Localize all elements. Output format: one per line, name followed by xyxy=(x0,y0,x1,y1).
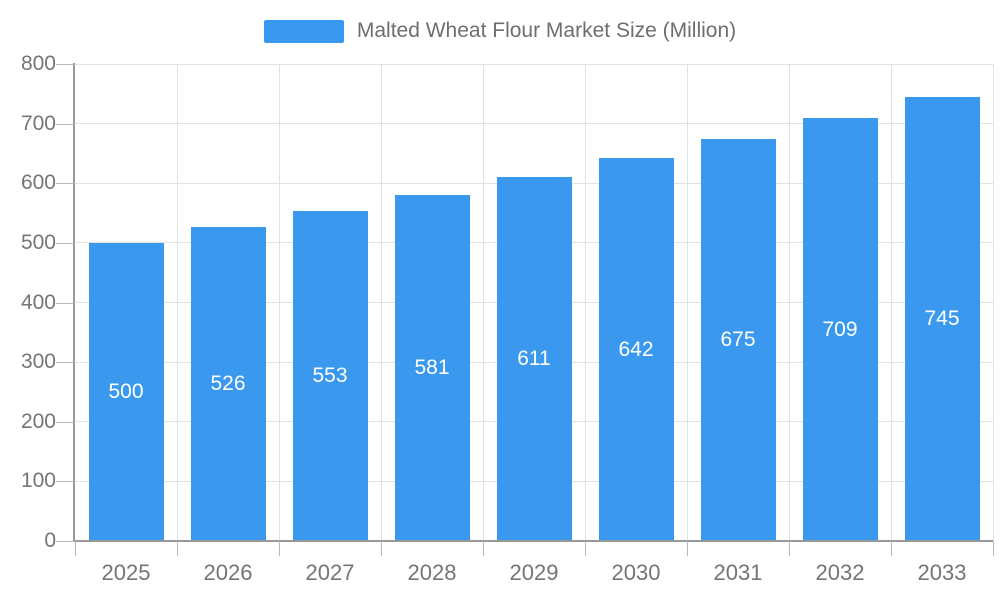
x-axis-tick-label: 2027 xyxy=(305,560,355,585)
x-axis-tick xyxy=(992,541,994,556)
y-axis-tick xyxy=(56,123,74,125)
bar-value-label: 611 xyxy=(517,346,551,370)
x-axis-tick xyxy=(482,541,484,556)
y-axis-tick-label: 500 xyxy=(20,230,56,254)
bar-value-label: 745 xyxy=(924,306,960,330)
bar-value-label: 581 xyxy=(414,355,450,379)
x-axis-tick-label: 2030 xyxy=(611,560,661,585)
bar-value-label: 500 xyxy=(108,379,144,403)
y-axis-tick-label: 800 xyxy=(20,52,56,75)
x-axis-line xyxy=(73,540,993,542)
x-axis-tick xyxy=(788,541,790,556)
y-axis-tick-label: 600 xyxy=(20,171,56,195)
x-axis-tick-label: 2031 xyxy=(713,560,763,585)
x-axis-tick xyxy=(74,541,76,556)
bar: 745 xyxy=(904,96,980,541)
y-axis-tick xyxy=(56,362,74,364)
x-axis-tick-label: 2028 xyxy=(407,560,457,585)
bar-value-label: 553 xyxy=(312,364,348,388)
y-axis-tick-label: 700 xyxy=(20,111,56,135)
x-axis-tick-label: 2026 xyxy=(203,560,253,585)
y-axis-tick xyxy=(56,64,74,65)
y-axis-tick xyxy=(56,242,74,244)
y-axis-tick xyxy=(56,183,74,185)
bar: 581 xyxy=(394,194,470,541)
x-axis-tick xyxy=(890,541,892,556)
x-axis-tick xyxy=(380,541,382,556)
y-axis-tick-label: 300 xyxy=(20,350,56,374)
v-gridline xyxy=(278,64,280,541)
v-gridline xyxy=(686,64,688,541)
bar: 709 xyxy=(802,118,878,541)
y-axis-tick-label: 200 xyxy=(20,409,56,433)
bar: 526 xyxy=(190,227,266,541)
y-axis-tick xyxy=(56,421,74,423)
y-axis-tick-label: 0 xyxy=(44,529,56,552)
y-axis-tick-label: 100 xyxy=(20,469,56,493)
v-gridline xyxy=(584,64,586,541)
bar-value-label: 675 xyxy=(720,327,756,351)
x-axis-tick xyxy=(176,541,178,556)
bar: 611 xyxy=(496,176,572,541)
y-axis-tick xyxy=(56,541,74,542)
x-axis-tick-label: 2025 xyxy=(101,560,151,585)
h-gridline xyxy=(75,63,993,65)
x-axis-tick xyxy=(278,541,280,556)
y-axis-tick xyxy=(56,481,74,483)
bar: 675 xyxy=(700,138,776,541)
y-axis-tick xyxy=(56,302,74,304)
bar-value-label: 709 xyxy=(822,317,858,341)
v-gridline xyxy=(176,64,178,541)
v-gridline xyxy=(788,64,790,541)
bar-value-label: 526 xyxy=(210,372,246,396)
x-axis-tick-label: 2029 xyxy=(509,560,559,585)
v-gridline xyxy=(992,64,994,541)
x-axis-tick xyxy=(686,541,688,556)
x-axis-tick-label: 2033 xyxy=(917,560,967,585)
bar-value-label: 642 xyxy=(618,337,654,361)
y-axis-tick-label: 400 xyxy=(20,290,56,314)
legend: Malted Wheat Flour Market Size (Million) xyxy=(0,19,1000,43)
v-gridline xyxy=(380,64,382,541)
v-gridline xyxy=(482,64,484,541)
legend-swatch-icon xyxy=(263,19,344,43)
bar: 553 xyxy=(292,211,368,541)
legend-item[interactable]: Malted Wheat Flour Market Size (Million) xyxy=(263,19,737,43)
x-axis-tick-label: 2032 xyxy=(815,560,865,585)
plot-area: 500 526 553 581 611 642 675 709 745 xyxy=(75,63,994,541)
legend-label: Malted Wheat Flour Market Size (Million) xyxy=(356,19,737,42)
y-axis-line xyxy=(73,63,75,542)
v-gridline xyxy=(890,64,892,541)
x-axis-tick xyxy=(584,541,586,556)
bar: 500 xyxy=(88,242,164,541)
bar: 642 xyxy=(598,158,674,541)
h-gridline xyxy=(75,123,993,125)
